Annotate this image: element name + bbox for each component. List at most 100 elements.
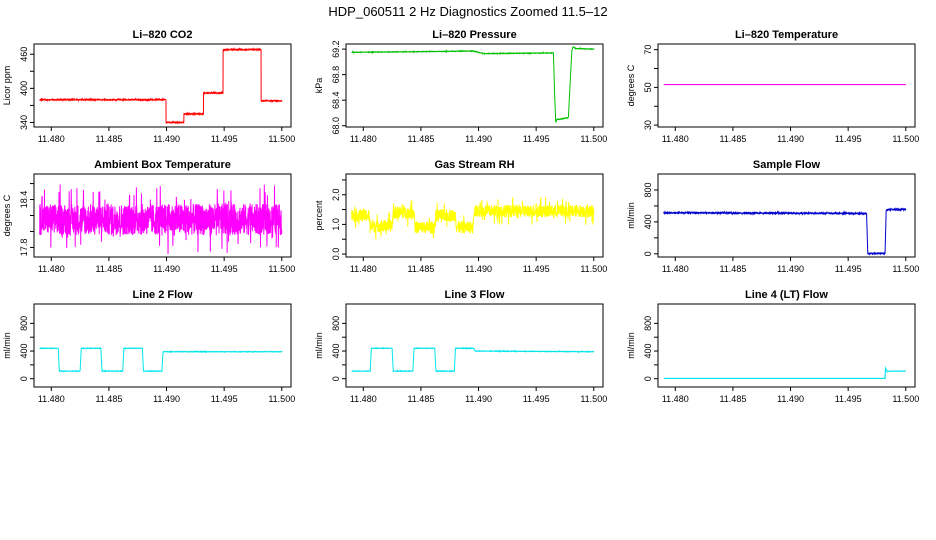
x-tick-label: 11.500	[268, 394, 295, 404]
y-tick-label: 50	[643, 82, 653, 92]
y-axis-label: kPa	[314, 78, 324, 94]
x-tick-label: 11.490	[777, 264, 804, 274]
x-tick-label: 11.490	[777, 134, 804, 144]
x-tick-label: 11.500	[580, 134, 607, 144]
y-axis-label: Licor ppm	[2, 66, 12, 106]
series-line	[351, 346, 595, 373]
x-tick-label: 11.495	[835, 264, 862, 274]
x-tick-label: 11.480	[350, 394, 377, 404]
plot-frame	[657, 173, 916, 258]
y-tick-label: 400	[643, 214, 653, 229]
x-tick-label: 11.485	[407, 394, 434, 404]
x-tick-label: 11.490	[153, 264, 180, 274]
panel-4: Ambient Box Temperature 11.480 11.485 11.49…	[2, 159, 295, 274]
x-tick-label: 11.495	[523, 134, 550, 144]
x-tick-label: 11.480	[350, 134, 377, 144]
y-axis-label: degrees C	[626, 64, 636, 106]
x-tick-label: 11.490	[153, 134, 180, 144]
plot-frame	[33, 43, 292, 128]
x-tick-label: 11.495	[211, 264, 238, 274]
series-line	[39, 346, 283, 373]
x-tick-label: 11.480	[38, 394, 65, 404]
y-tick-label: 800	[643, 182, 653, 197]
x-tick-label: 11.495	[211, 394, 238, 404]
x-tick-label: 11.495	[523, 264, 550, 274]
panel-title: Li–820 CO2	[133, 29, 193, 41]
plot-frame	[345, 173, 604, 258]
x-tick-label: 11.480	[662, 134, 689, 144]
x-tick-label: 11.500	[892, 394, 919, 404]
y-tick-label: 17.8	[19, 239, 29, 257]
x-tick-label: 11.490	[465, 264, 492, 274]
panel-7: Line 2 Flow 11.480 11.485 11.490 11.495 11.50…	[2, 289, 295, 404]
x-tick-label: 11.480	[38, 264, 65, 274]
panel-grid: Li–820 CO2 11.480 11.485 11.490 11.495 11.500…	[2, 29, 919, 404]
y-tick-label: 0	[643, 251, 653, 256]
y-tick-label: 0.0	[331, 248, 341, 261]
plot-frame	[345, 43, 604, 128]
panel-2: Li–820 Pressure 11.480 11.485 11.490 11.495 1…	[314, 29, 607, 144]
panel-8: Line 3 Flow 11.480 11.485 11.490 11.495 11.50…	[314, 289, 607, 404]
y-tick-label: 400	[19, 81, 29, 96]
x-tick-label: 11.480	[350, 264, 377, 274]
y-tick-label: 340	[19, 115, 29, 130]
x-tick-label: 11.485	[407, 264, 434, 274]
x-tick-label: 11.500	[892, 134, 919, 144]
y-tick-label: 800	[643, 316, 653, 331]
x-tick-label: 11.495	[835, 134, 862, 144]
x-tick-label: 11.500	[268, 264, 295, 274]
y-axis-label: percent	[314, 200, 324, 231]
x-tick-label: 11.485	[95, 134, 122, 144]
plot-frame	[345, 303, 604, 388]
x-tick-label: 11.490	[153, 394, 180, 404]
x-tick-label: 11.490	[465, 134, 492, 144]
plot-frame	[33, 303, 292, 388]
y-tick-label: 460	[19, 47, 29, 62]
panel-3: Li–820 Temperature 11.480 11.485 11.490 11.4…	[626, 29, 919, 144]
y-tick-label: 18.4	[19, 191, 29, 209]
series-line	[663, 207, 907, 256]
x-tick-label: 11.490	[777, 394, 804, 404]
panel-title: Line 4 (LT) Flow	[745, 289, 828, 301]
series-line	[351, 46, 595, 123]
panel-9: Line 4 (LT) Flow 11.480 11.485 11.490 11.495…	[626, 289, 919, 404]
panel-6: Sample Flow 11.480 11.485 11.490 11.495 11.50…	[626, 159, 919, 274]
series-line	[663, 366, 906, 379]
y-axis-label: ml/min	[626, 202, 636, 229]
y-tick-label: 0	[643, 376, 653, 381]
x-tick-label: 11.490	[465, 394, 492, 404]
panel-title: Sample Flow	[753, 159, 821, 171]
y-tick-label: 30	[643, 120, 653, 130]
y-tick-label: 800	[331, 316, 341, 331]
panel-title: Li–820 Pressure	[432, 29, 516, 41]
series-line	[39, 47, 283, 125]
main-title: HDP_060511 2 Hz Diagnostics Zoomed 11.5–…	[328, 4, 607, 19]
x-tick-label: 11.500	[268, 134, 295, 144]
x-tick-label: 11.495	[211, 134, 238, 144]
y-tick-label: 70	[643, 45, 653, 55]
y-tick-label: 0	[331, 376, 341, 381]
panel-5: Gas Stream RH 11.480 11.485 11.490 11.495 11.…	[314, 159, 607, 274]
panel-title: Gas Stream RH	[434, 159, 514, 171]
y-axis-label: ml/min	[626, 332, 636, 359]
x-tick-label: 11.485	[719, 394, 746, 404]
y-tick-label: 0	[19, 376, 29, 381]
y-axis-label: degrees C	[2, 194, 12, 236]
x-tick-label: 11.495	[523, 394, 550, 404]
x-tick-label: 11.500	[892, 264, 919, 274]
y-tick-label: 400	[643, 344, 653, 359]
series-line	[39, 184, 283, 255]
y-tick-label: 69.2	[331, 40, 341, 58]
x-tick-label: 11.480	[662, 394, 689, 404]
x-tick-label: 11.480	[38, 134, 65, 144]
series-line	[351, 197, 595, 240]
y-axis-label: ml/min	[2, 332, 12, 359]
y-tick-label: 400	[19, 344, 29, 359]
y-tick-label: 68.0	[331, 117, 341, 135]
x-tick-label: 11.485	[407, 134, 434, 144]
x-tick-label: 11.485	[719, 134, 746, 144]
panel-title: Ambient Box Temperature	[94, 159, 231, 171]
x-tick-label: 11.500	[580, 264, 607, 274]
x-tick-label: 11.495	[835, 394, 862, 404]
